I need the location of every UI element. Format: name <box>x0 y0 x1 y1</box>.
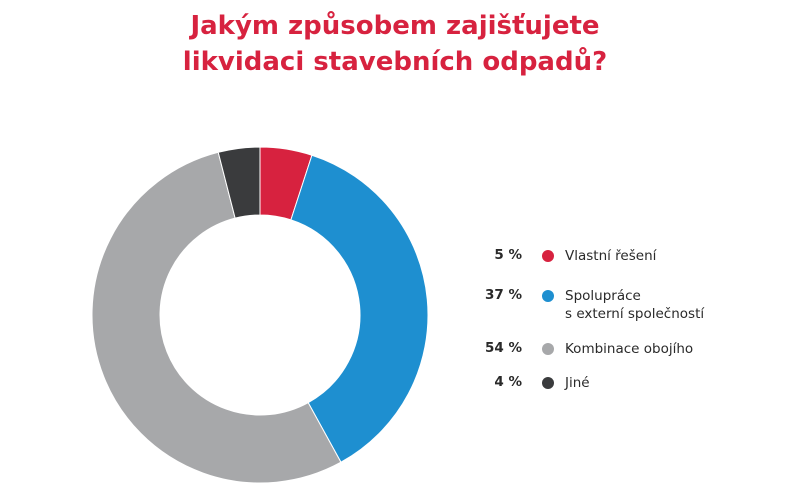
value-label: 4 % <box>494 374 522 390</box>
legend-label: Kombinace obojího <box>565 341 694 357</box>
value-label: 54 % <box>484 340 522 356</box>
chart-title: Jakým způsobem zajišťujete likvidaci sta… <box>182 11 608 77</box>
value-label: 37 % <box>484 287 522 303</box>
donut-slice <box>290 154 429 463</box>
legend-marker <box>542 250 554 262</box>
legend-marker <box>542 290 554 302</box>
legend-label: Jiné <box>565 375 590 391</box>
legend-marker <box>542 377 554 389</box>
legend-marker <box>542 343 554 355</box>
value-label: 5 % <box>494 247 522 263</box>
legend-label: Spolupráce s externí společností <box>565 288 705 322</box>
donut-slice <box>91 151 342 484</box>
legend-label: Vlastní řešení <box>565 248 657 264</box>
donut-slice <box>217 146 261 219</box>
